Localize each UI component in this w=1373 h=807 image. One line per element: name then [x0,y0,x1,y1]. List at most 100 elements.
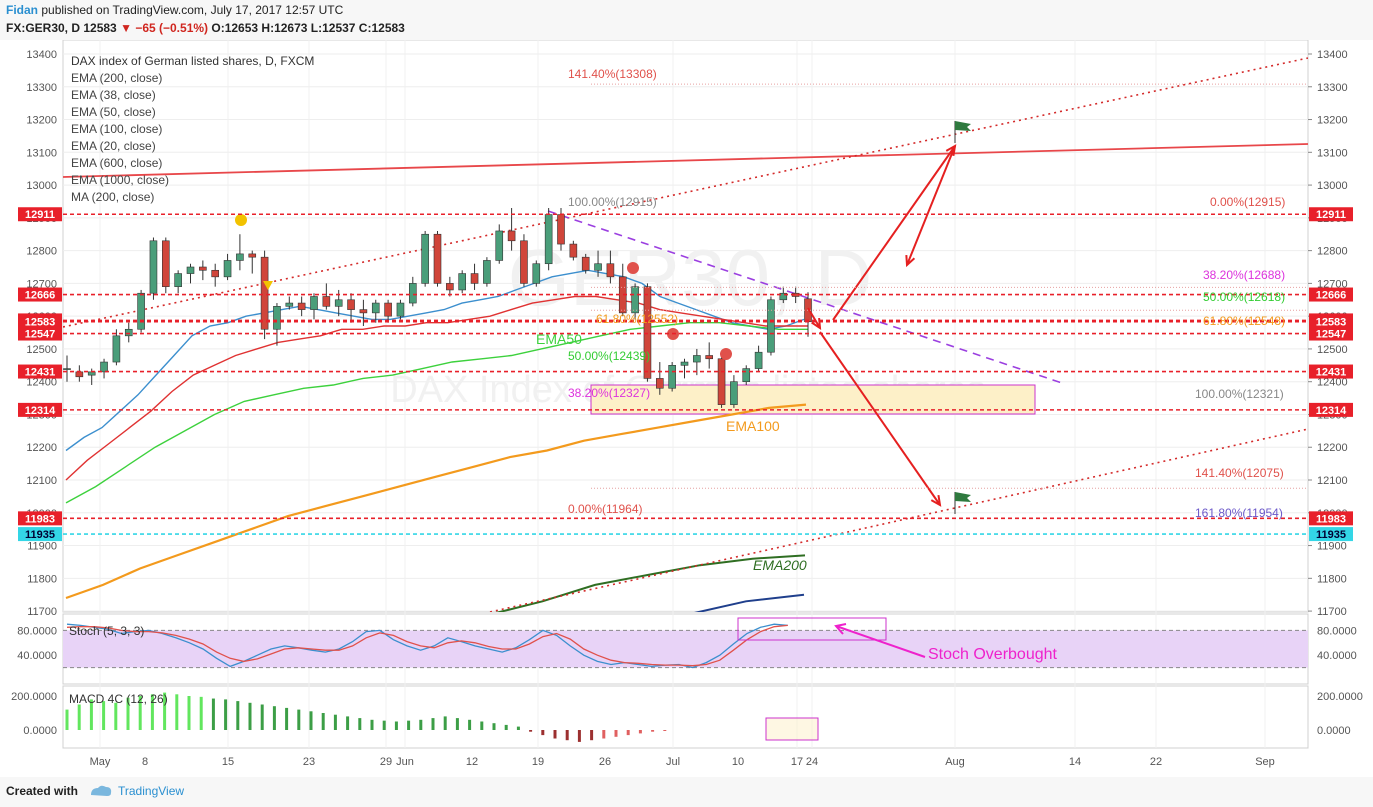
candle-body[interactable] [705,355,714,360]
candle-body[interactable] [594,263,602,271]
candle-body[interactable] [236,253,244,261]
candle-body[interactable] [483,260,491,284]
candle-body[interactable] [359,309,368,314]
candle-body[interactable] [606,263,615,278]
author-name[interactable]: Fidan [6,3,38,17]
candle-body[interactable] [273,306,281,330]
candle-body[interactable] [446,283,454,291]
candle-body[interactable] [507,230,516,242]
candle-body[interactable] [495,230,504,261]
macd-bar [468,719,472,730]
price-tag-label: 12911 [25,209,55,221]
candle-body[interactable] [322,296,331,307]
legend-indicator[interactable]: EMA (20, close) [71,139,156,153]
candle-body[interactable] [334,299,343,307]
candle-body[interactable] [470,273,479,284]
legend-indicator[interactable]: EMA (1000, close) [71,173,169,187]
legend-indicator[interactable]: MA (200, close) [71,190,154,204]
candle-body[interactable] [754,351,763,369]
candle-body[interactable] [767,299,775,353]
series-line-ema600 [694,593,805,612]
legend-indicator[interactable]: EMA (38, close) [71,88,156,102]
overbought-box [737,617,887,641]
price-tag-label: 12547 [1316,329,1347,341]
tradingview-brand[interactable]: TradingView [118,784,185,798]
candle-body[interactable] [631,286,639,314]
candle-body[interactable] [730,381,738,405]
candle-body[interactable] [112,335,121,363]
candle-body[interactable] [643,286,652,379]
candle-body[interactable] [421,233,429,284]
candle-body[interactable] [162,240,170,287]
candle-body[interactable] [87,371,96,376]
symbol-label: FX:GER30, D [6,21,81,35]
candle-body[interactable] [557,214,565,245]
candle-body[interactable] [174,273,182,287]
macd-bar [285,707,289,730]
fib-annotation: EMA200 [753,557,807,573]
macd-bar [248,702,252,730]
fib-annotation: 141.40%(12075) [1195,466,1284,480]
candle-body[interactable] [520,240,528,284]
price-tag [18,287,62,302]
candle-body[interactable] [408,283,417,304]
candle-body[interactable] [223,260,232,278]
candle-body[interactable] [186,266,195,274]
y-tick-label: 0.0000 [23,725,57,737]
candle-body[interactable] [211,269,219,278]
legend-indicator[interactable]: EMA (200, close) [71,71,162,85]
candle-body[interactable] [693,355,701,363]
candle-body[interactable] [310,296,318,310]
macd-bar [236,701,240,730]
series-line-ema50 [65,322,809,504]
main-pane[interactable] [62,40,1309,613]
candle-body[interactable] [149,240,158,294]
x-tick-label: Jun [396,756,414,768]
candle-body[interactable] [532,263,541,284]
macd-bar [370,719,374,730]
candle-body[interactable] [199,266,207,271]
macd-bar [663,730,667,731]
candle-body[interactable] [544,214,553,265]
candle-body[interactable] [248,253,257,258]
fib-annotation: 61.80%(12548) [1203,314,1285,328]
candle-body[interactable] [742,368,751,383]
candle-body[interactable] [668,365,676,389]
legend-indicator[interactable]: EMA (600, close) [71,156,162,170]
tradingview-logo-icon [91,785,112,796]
series-line-ema38 [65,295,808,481]
candle-body[interactable] [384,302,392,317]
macd-bar [114,702,118,730]
candle-body[interactable] [297,302,306,310]
fib-annotation: 100.00%(12321) [1195,387,1284,401]
candle-body[interactable] [458,273,467,291]
candle-body[interactable] [137,292,145,330]
candle-body[interactable] [63,368,71,370]
legend-indicator[interactable]: EMA (100, close) [71,122,162,136]
candle-body[interactable] [396,302,405,317]
fib-annotation: 141.40%(13308) [568,67,657,81]
candle-body[interactable] [569,243,578,258]
candle-body[interactable] [75,371,84,378]
candle-body[interactable] [655,378,664,389]
candle-body[interactable] [433,233,442,284]
legend-indicator[interactable]: EMA (50, close) [71,105,156,119]
created-with-label: Created with [6,784,79,798]
candle-body[interactable] [100,361,108,373]
candle-body[interactable] [779,292,788,301]
y-tick-label: 11800 [27,573,57,585]
macd-pane[interactable] [62,685,1309,749]
candle-body[interactable] [124,328,133,337]
signal-dot [627,262,639,274]
candle-body[interactable] [717,358,726,405]
target-flag-icon [955,121,971,131]
candle-body[interactable] [371,302,380,314]
candle-body[interactable] [347,299,355,310]
candle-body[interactable] [680,361,689,366]
macd-bar [77,704,81,730]
candle-body[interactable] [260,256,269,330]
candle-body[interactable] [285,302,294,307]
candle-body[interactable] [581,256,590,271]
stoch-title: Stoch (5, 3, 3) [69,624,144,638]
